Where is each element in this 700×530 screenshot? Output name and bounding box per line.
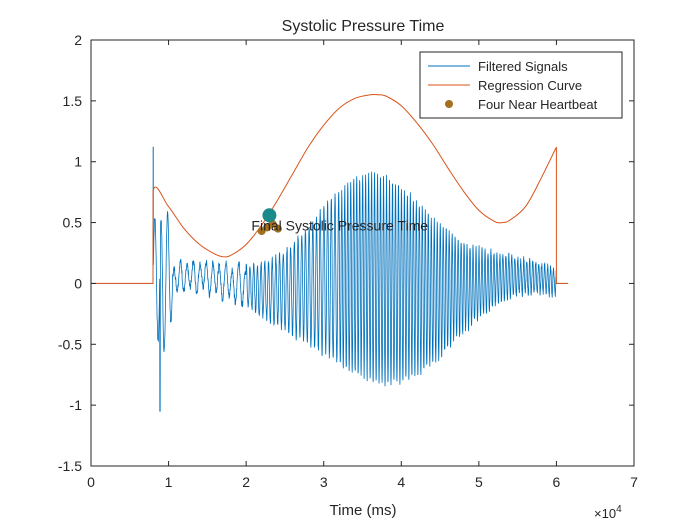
x-tick-label: 6 (553, 474, 561, 490)
final-systolic-point (262, 208, 277, 223)
final-systolic-label: Final Systolic Pressure Time (251, 217, 428, 233)
y-tick-label: 1.5 (63, 93, 83, 109)
x-tick-label: 5 (475, 474, 483, 490)
y-tick-label: 1 (74, 154, 82, 170)
x-exponent-base: ×10 (594, 506, 616, 521)
x-tick-label: 1 (165, 474, 173, 490)
legend-swatch (445, 100, 453, 108)
legend-label: Filtered Signals (478, 59, 568, 74)
x-tick-label: 7 (630, 474, 638, 490)
x-tick-label: 2 (242, 474, 250, 490)
legend-label: Regression Curve (478, 78, 582, 93)
y-tick-label: -1.5 (58, 458, 82, 474)
y-tick-label: 0.5 (63, 215, 83, 231)
chart-title: Systolic Pressure Time (282, 18, 445, 35)
x-tick-label: 3 (320, 474, 328, 490)
regression-curve (91, 93, 569, 284)
x-exponent-label: ×104 (594, 504, 622, 521)
series-layer: Final Systolic Pressure Time (91, 93, 569, 412)
x-exponent-power: 4 (616, 504, 622, 515)
y-tick-label: -1 (70, 397, 83, 413)
axes-box (90, 39, 635, 467)
legend: Filtered Signals Regression Curve Four Nea… (419, 51, 623, 119)
y-tick-label: 0 (74, 275, 82, 291)
axes-layer: 0 1 2 3 4 5 6 7 -1.5 -1 -0.5 0 0.5 1 1.5 2 (58, 32, 638, 490)
x-tick-label: 0 (87, 474, 95, 490)
filtered-signal-trace (152, 146, 557, 412)
y-tick-label: 2 (74, 32, 82, 48)
x-axis-label: Time (ms) (330, 502, 397, 519)
legend-label: Four Near Heartbeat (478, 97, 598, 112)
x-tick-label: 4 (397, 474, 405, 490)
near-heartbeat-point (273, 224, 282, 233)
y-tick-label: -0.5 (58, 336, 82, 352)
